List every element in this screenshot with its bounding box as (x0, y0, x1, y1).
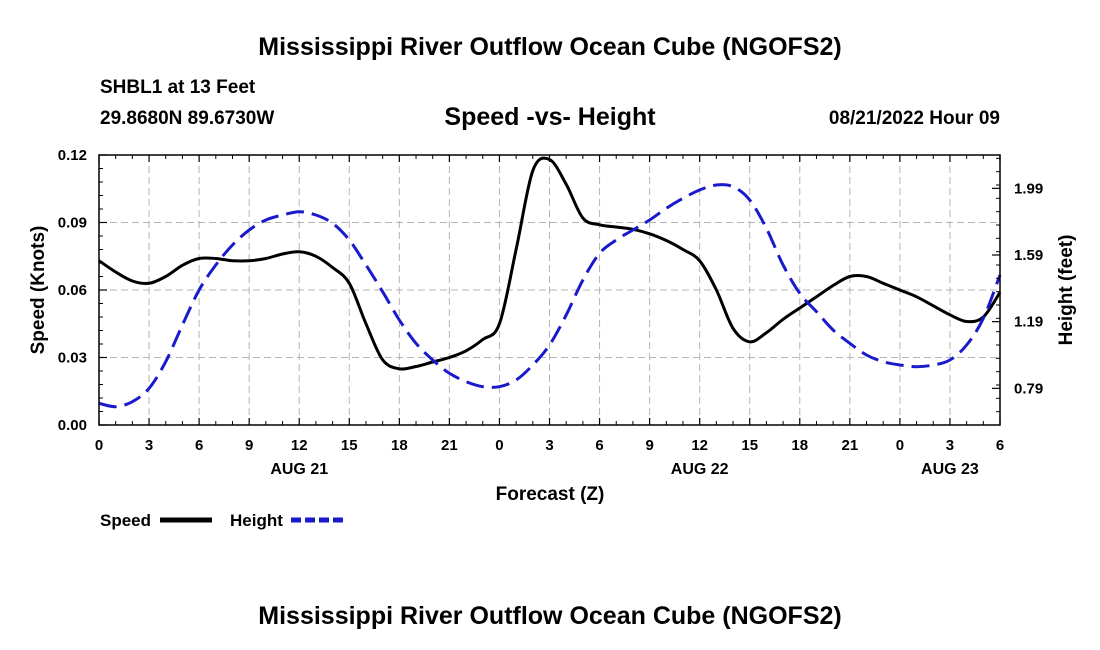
x-tick-label: 18 (791, 437, 808, 454)
series-line-height (98, 183, 1002, 409)
axis-labels: 0 3 6 9 12 15 18 21 0 3 6 9 12 15 18 21 0 3 6 AUG 21 AUG 22 A… (58, 147, 1043, 478)
date-label: AUG 23 (921, 461, 979, 478)
x-tick-label: 3 (145, 437, 153, 454)
footer-title: Mississippi River Outflow Ocean Cube (NG… (258, 602, 841, 630)
y-left-tick-label: 0.00 (58, 417, 87, 434)
x-tick-label: 3 (946, 437, 954, 454)
x-tick-label: 0 (495, 437, 503, 454)
x-tick-label: 6 (996, 437, 1004, 454)
legend-label-height: Height (230, 511, 283, 530)
y-right-tick-label: 1.19 (1014, 314, 1043, 331)
y-left-tick-label: 0.09 (58, 215, 87, 232)
x-axis-title: Forecast (Z) (496, 484, 605, 505)
y-left-tick-label: 0.06 (58, 282, 87, 299)
y-right-tick-label: 0.79 (1014, 380, 1043, 397)
x-tick-label: 0 (95, 437, 103, 454)
y-left-tick-label: 0.03 (58, 350, 87, 367)
x-tick-label: 12 (691, 437, 708, 454)
x-tick-label: 9 (645, 437, 653, 454)
chart-subtitle: Speed -vs- Height (444, 103, 656, 131)
x-tick-label: 21 (441, 437, 458, 454)
x-tick-label: 15 (741, 437, 758, 454)
y-left-tick-label: 0.12 (58, 147, 87, 164)
y-axis-title-right: Height (feet) (1056, 235, 1077, 346)
date-label: AUG 22 (671, 461, 729, 478)
axis-ticks (98, 154, 1001, 426)
grid (99, 155, 1000, 425)
x-tick-label: 12 (291, 437, 308, 454)
station-label: SHBL1 at 13 Feet (100, 77, 256, 98)
x-tick-label: 15 (341, 437, 358, 454)
x-tick-label: 18 (391, 437, 408, 454)
y-right-tick-label: 1.59 (1014, 247, 1043, 264)
location-label: 29.8680N 89.6730W (100, 108, 274, 129)
x-tick-label: 3 (545, 437, 553, 454)
x-tick-label: 21 (841, 437, 858, 454)
x-tick-label: 6 (195, 437, 203, 454)
x-tick-label: 9 (245, 437, 253, 454)
y-axis-title-left: Speed (Knots) (28, 226, 49, 355)
x-tick-label: 6 (595, 437, 603, 454)
legend-label-speed: Speed (100, 511, 151, 530)
chart-title: Mississippi River Outflow Ocean Cube (NG… (258, 33, 841, 61)
legend: Speed Height (100, 511, 343, 530)
datetime-label: 08/21/2022 Hour 09 (829, 108, 1000, 129)
date-label: AUG 21 (270, 461, 328, 478)
x-tick-label: 0 (896, 437, 904, 454)
y-right-tick-label: 1.99 (1014, 180, 1043, 197)
